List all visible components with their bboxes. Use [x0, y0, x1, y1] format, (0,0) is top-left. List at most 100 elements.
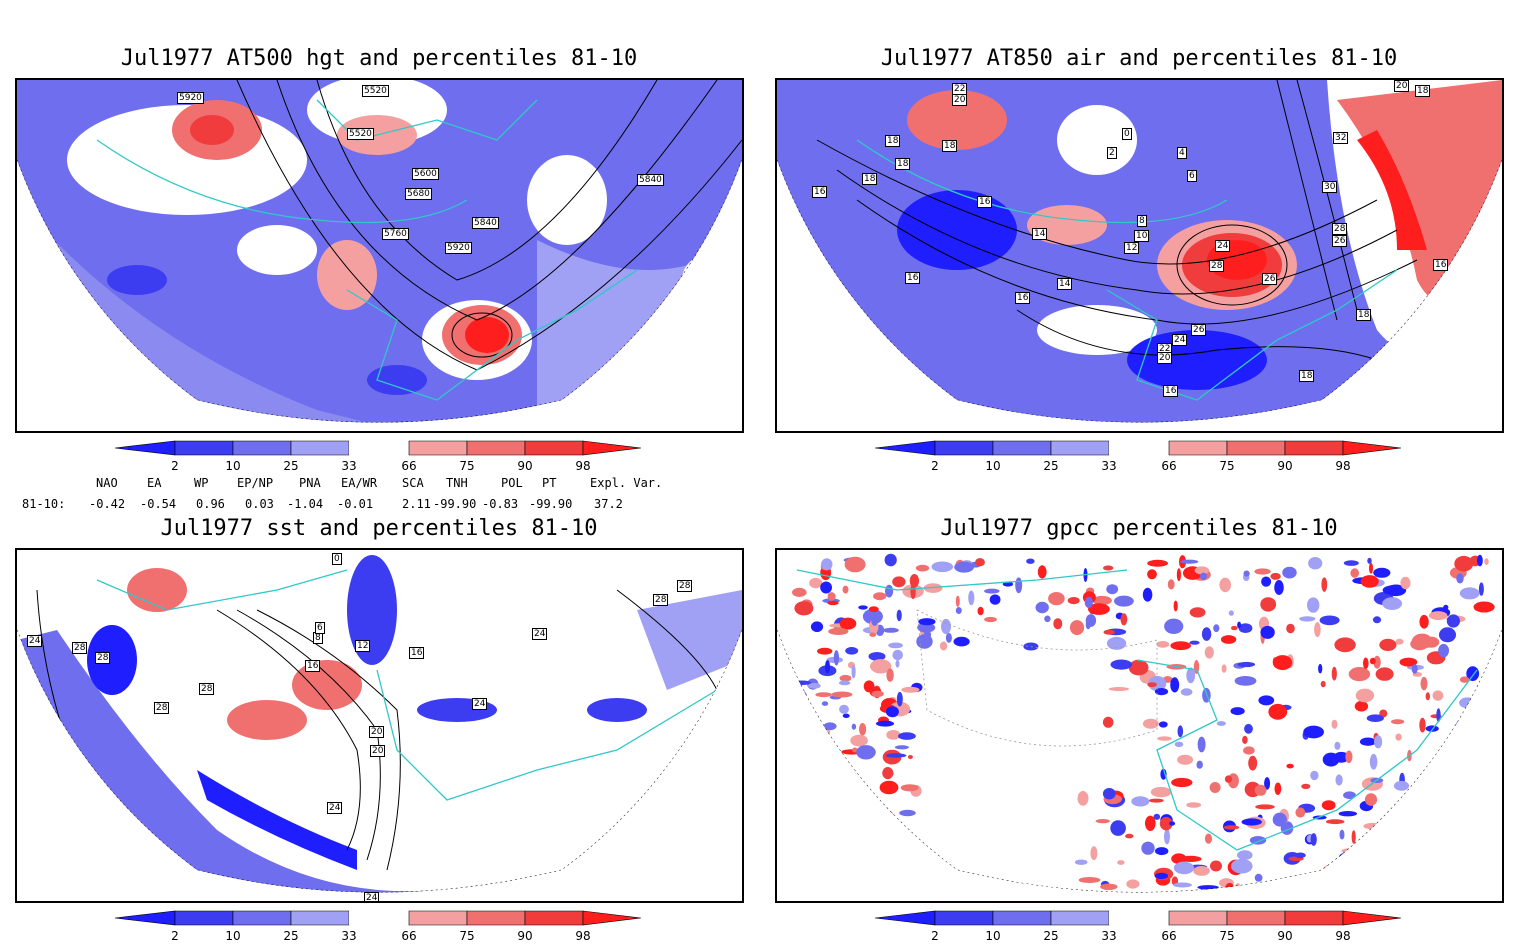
precip-anomaly-blob: [1363, 657, 1369, 670]
colorbar-segment: [466, 440, 526, 456]
precip-anomaly-blob: [886, 730, 901, 740]
precip-anomaly-blob: [1411, 664, 1418, 674]
precip-anomaly-blob: [1156, 641, 1170, 648]
colorbar-segment: [1284, 440, 1344, 456]
precip-anomaly-blob: [895, 659, 900, 668]
precip-anomaly-blob: [1334, 741, 1341, 750]
precip-anomaly-blob: [1429, 611, 1448, 621]
precip-anomaly-blob: [1154, 872, 1169, 880]
precip-anomaly-blob: [1343, 560, 1359, 566]
contour-label: 5520: [362, 85, 389, 97]
colorbar-tick-label: 75: [459, 459, 475, 473]
contour-label: 14: [1032, 228, 1048, 240]
precip-anomaly-blob: [1282, 566, 1297, 579]
map-gpcc: [777, 550, 1502, 893]
precip-anomaly-blob: [1170, 677, 1180, 693]
contour-label: 24: [27, 635, 43, 647]
precip-anomaly-blob: [1379, 638, 1397, 651]
precip-anomaly-blob: [831, 691, 853, 698]
index-value: -0.54: [140, 497, 177, 511]
precip-anomaly-blob: [1200, 572, 1207, 580]
contour-label: 20: [370, 745, 386, 757]
contour-label: 24: [472, 698, 488, 710]
panel-title-sst: Jul1977 sst and percentiles 81-10: [160, 516, 598, 541]
colorbar-segment: [174, 440, 234, 456]
precip-anomaly-blob: [1219, 577, 1231, 593]
precip-anomaly-blob: [1466, 666, 1480, 681]
precip-anomaly-blob: [899, 809, 916, 817]
colorbar-segment: [174, 910, 234, 926]
precip-anomaly-blob: [1430, 762, 1437, 767]
index-value: -99.90: [529, 497, 573, 511]
precip-anomaly-blob: [1350, 568, 1359, 578]
precip-anomaly-blob: [850, 734, 868, 747]
precip-anomaly-blob: [1322, 865, 1335, 880]
precip-anomaly-blob: [858, 801, 863, 817]
precip-anomaly-blob: [1106, 584, 1119, 595]
precip-anomaly-blob: [1131, 796, 1150, 807]
colorbar-tick-label: 90: [1277, 929, 1293, 943]
precip-anomaly-blob: [1307, 597, 1320, 613]
contour-label: 28: [677, 580, 693, 592]
contour-label: 20: [1394, 80, 1410, 92]
index-header: NAO: [96, 476, 118, 490]
precip-anomaly-blob: [873, 592, 887, 601]
contour-label: 5920: [445, 242, 472, 254]
contour-label: 28: [199, 683, 215, 695]
precip-anomaly-blob: [1286, 763, 1294, 769]
contour-label: 18: [885, 135, 901, 147]
precip-anomaly-blob: [838, 680, 851, 686]
precip-anomaly-blob: [1237, 850, 1253, 860]
contour-label: 20: [369, 726, 385, 738]
index-header: WP: [194, 476, 209, 490]
index-value: -0.83: [482, 497, 519, 511]
precip-anomaly-blob: [1048, 592, 1065, 606]
precip-anomaly-blob: [843, 787, 862, 793]
precip-anomaly-blob: [1436, 708, 1441, 723]
precip-anomaly-blob: [817, 647, 833, 655]
precip-anomaly-blob: [1255, 804, 1275, 810]
precip-anomaly-blob: [1197, 885, 1219, 890]
precip-anomaly-blob: [892, 576, 906, 588]
map-panel-sst: 0 28 24 28 28 28 8 12 16 20 20 24 24 28 …: [15, 548, 744, 903]
precip-anomaly-blob: [1446, 747, 1469, 758]
colorbar-tick-label: 10: [985, 459, 1001, 473]
precip-anomaly-blob: [1308, 557, 1323, 570]
colorbar-segment: [1342, 440, 1402, 456]
precip-anomaly-blob: [1318, 663, 1323, 674]
precip-anomaly-blob: [968, 590, 975, 606]
precip-anomaly-blob: [1484, 558, 1489, 565]
index-header: POL: [501, 476, 523, 490]
precip-anomaly-blob: [1231, 625, 1238, 631]
precip-anomaly-blob: [892, 649, 903, 661]
precip-anomaly-blob: [1164, 618, 1184, 634]
precip-anomaly-blob: [1339, 829, 1345, 840]
precip-anomaly-blob: [900, 784, 919, 792]
precip-anomaly-blob: [792, 680, 812, 686]
index-value: -0.01: [337, 497, 374, 511]
index-row-label: 81-10:: [22, 497, 66, 511]
precip-anomaly-blob: [954, 561, 974, 573]
colorbar-segment: [992, 440, 1052, 456]
contour-label: 16: [1433, 259, 1449, 271]
precip-anomaly-blob: [1432, 690, 1444, 701]
colorbar-swatches: [115, 440, 642, 456]
precip-anomaly-blob: [896, 609, 902, 622]
precip-anomaly-blob: [1235, 883, 1241, 891]
precip-anomaly-blob: [917, 622, 936, 633]
precip-anomaly-blob: [835, 805, 842, 810]
colorbar-tick-label: 90: [517, 459, 533, 473]
precip-anomaly-blob: [1373, 567, 1391, 578]
precip-anomaly-blob: [1456, 573, 1464, 584]
precip-anomaly-blob: [1341, 848, 1364, 854]
precip-anomaly-blob: [1355, 688, 1375, 703]
contour-label: 5680: [405, 188, 432, 200]
precip-anomaly-blob: [1375, 667, 1394, 681]
precip-anomaly-blob: [1234, 676, 1257, 686]
precip-anomaly-blob: [812, 774, 819, 782]
precip-anomaly-blob: [939, 641, 948, 651]
precip-anomaly-blob: [1189, 640, 1200, 645]
precip-anomaly-blob: [1425, 692, 1430, 701]
contour-label: 12: [1124, 242, 1140, 254]
colorbar-segment: [524, 440, 584, 456]
